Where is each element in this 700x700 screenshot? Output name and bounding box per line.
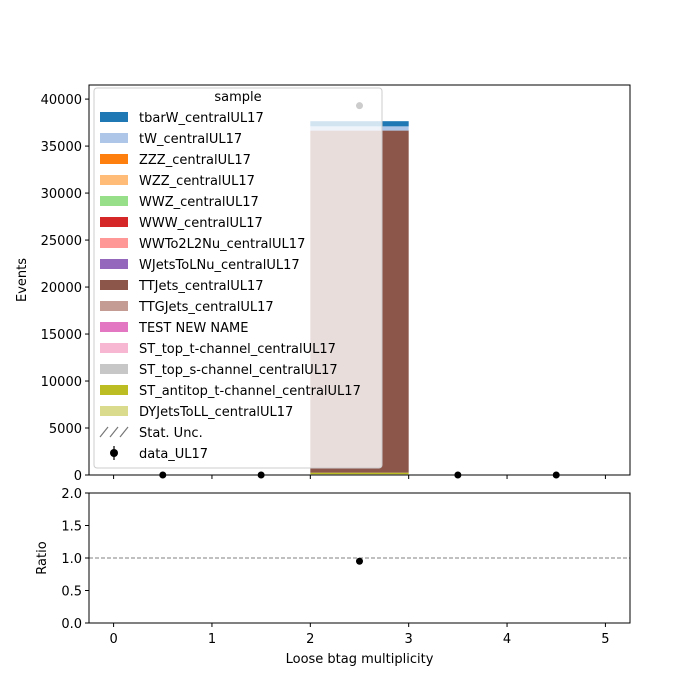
ratio-y-ticks: 0.0 0.5 1.0 1.5 2.0 <box>61 487 89 632</box>
legend-swatch <box>100 301 128 311</box>
legend-swatch <box>100 364 128 374</box>
legend-label: TTJets_centralUL17 <box>138 279 264 294</box>
ratio-x-ticks: 0 1 2 3 4 5 <box>109 623 610 647</box>
ratio-plot: 0.0 0.5 1.0 1.5 2.0 0 1 2 3 4 5 Ratio Loose btag … <box>35 487 631 667</box>
x-tick-label: 2 <box>306 632 314 647</box>
main-y-axis-label: Events <box>15 258 30 302</box>
legend-entry: WWW_centralUL17 <box>100 216 263 231</box>
legend-entry: data_UL17 <box>110 446 208 462</box>
legend-entry: WWZ_centralUL17 <box>100 195 259 210</box>
legend-entry: WWTo2L2Nu_centralUL17 <box>100 237 305 252</box>
main-y-ticks: 0 5000 10000 15000 20000 25000 30000 35000 40000 <box>41 93 89 484</box>
legend-entry: tbarW_centralUL17 <box>100 111 264 126</box>
legend-swatch <box>100 112 128 122</box>
x-tick-label: 5 <box>601 632 609 647</box>
legend: sample tbarW_centralUL17 tW_centralUL17 ZZ… <box>93 87 383 469</box>
legend-entry: ZZZ_centralUL17 <box>100 153 251 168</box>
legend-swatch <box>100 196 128 206</box>
ratio-y-tick-label: 2.0 <box>61 487 82 502</box>
x-axis-label: Loose btag multiplicity <box>286 652 434 667</box>
legend-entry: ST_top_t-channel_centralUL17 <box>100 342 336 357</box>
legend-entry: TEST NEW NAME <box>100 321 248 336</box>
legend-entry: tW_centralUL17 <box>100 132 242 147</box>
legend-entry: DYJetsToLL_centralUL17 <box>100 405 293 420</box>
legend-swatch <box>100 259 128 269</box>
legend-entry: TTGJets_centralUL17 <box>100 300 274 315</box>
ratio-data-points <box>356 557 363 565</box>
legend-label: WWZ_centralUL17 <box>139 195 259 210</box>
legend-label: DYJetsToLL_centralUL17 <box>139 405 293 420</box>
legend-swatch <box>100 385 128 395</box>
legend-entry: WZZ_centralUL17 <box>100 174 255 189</box>
ratio-y-axis-label: Ratio <box>35 541 50 574</box>
legend-swatch <box>100 217 128 227</box>
legend-hatch-swatch <box>99 426 129 438</box>
main-x-ticks <box>113 475 606 479</box>
legend-swatch <box>100 238 128 248</box>
ratio-point <box>356 557 363 565</box>
legend-label: TEST NEW NAME <box>138 321 248 336</box>
legend-label: ST_antitop_t-channel_centralUL17 <box>139 384 361 399</box>
legend-label: ZZZ_centralUL17 <box>139 153 251 168</box>
legend-entry: TTJets_centralUL17 <box>100 279 264 294</box>
x-tick-label: 3 <box>405 632 413 647</box>
ratio-y-tick-label: 0.5 <box>61 585 82 600</box>
y-tick-label: 15000 <box>41 328 82 343</box>
legend-label: TTGJets_centralUL17 <box>138 300 274 315</box>
main-plot: 0 5000 10000 15000 20000 25000 30000 35000 40000… <box>15 84 631 484</box>
legend-marker <box>110 449 118 457</box>
ratio-plot-frame <box>88 492 631 624</box>
y-tick-label: 40000 <box>41 93 82 108</box>
x-tick-label: 1 <box>208 632 216 647</box>
y-tick-label: 5000 <box>49 422 82 437</box>
legend-entries: tbarW_centralUL17 tW_centralUL17 ZZZ_centr… <box>99 111 361 462</box>
legend-entry: ST_top_s-channel_centralUL17 <box>100 363 338 378</box>
legend-swatch <box>100 322 128 332</box>
legend-label: WJetsToLNu_centralUL17 <box>139 258 300 273</box>
legend-box <box>93 87 383 469</box>
legend-swatch <box>100 406 128 416</box>
y-tick-label: 20000 <box>41 281 82 296</box>
bar-segment <box>310 472 409 475</box>
legend-entry: ST_antitop_t-channel_centralUL17 <box>100 384 361 399</box>
legend-label: Stat. Unc. <box>139 426 203 441</box>
legend-label: ST_top_s-channel_centralUL17 <box>139 363 338 378</box>
legend-entry: WJetsToLNu_centralUL17 <box>100 258 300 273</box>
legend-swatch <box>100 175 128 185</box>
legend-swatch <box>100 343 128 353</box>
legend-title: sample <box>214 90 261 105</box>
y-tick-label: 10000 <box>41 375 82 390</box>
legend-label: data_UL17 <box>139 447 208 462</box>
legend-swatch <box>100 133 128 143</box>
x-tick-label: 4 <box>503 632 511 647</box>
legend-label: ST_top_t-channel_centralUL17 <box>139 342 336 357</box>
ratio-y-tick-label: 1.0 <box>61 552 82 567</box>
y-tick-label: 0 <box>74 469 82 484</box>
legend-label: WWTo2L2Nu_centralUL17 <box>139 237 305 252</box>
y-tick-label: 30000 <box>41 187 82 202</box>
ratio-y-tick-label: 0.0 <box>61 617 82 632</box>
legend-swatch <box>100 154 128 164</box>
legend-label: WWW_centralUL17 <box>139 216 263 231</box>
legend-label: tW_centralUL17 <box>139 132 242 147</box>
ratio-y-tick-label: 1.5 <box>61 520 82 535</box>
main-plot-frame <box>88 84 631 476</box>
x-tick-label: 0 <box>109 632 117 647</box>
legend-label: tbarW_centralUL17 <box>139 111 264 126</box>
y-tick-label: 35000 <box>41 140 82 155</box>
legend-label: WZZ_centralUL17 <box>139 174 255 189</box>
y-tick-label: 25000 <box>41 234 82 249</box>
legend-entry: Stat. Unc. <box>99 426 203 441</box>
legend-swatch <box>100 280 128 290</box>
